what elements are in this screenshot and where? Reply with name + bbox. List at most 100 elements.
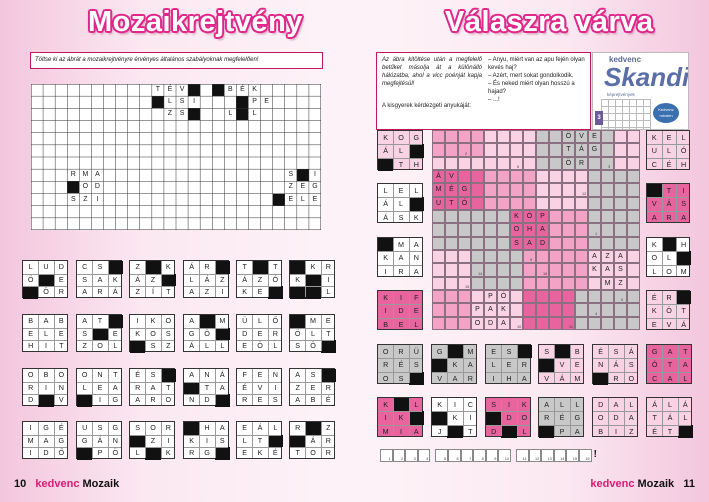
colored-grid-cell[interactable] [601, 210, 614, 224]
colored-grid-cell[interactable] [445, 290, 458, 304]
colored-grid-cell[interactable] [445, 250, 458, 264]
colored-grid-cell[interactable] [549, 263, 562, 277]
colored-grid-cell[interactable] [497, 250, 510, 264]
skandi-ad[interactable]: kedvenc Skandi képrejtvények 3 Kedvenc m… [592, 52, 689, 130]
colored-grid-cell[interactable] [510, 236, 523, 250]
colored-grid-cell[interactable] [562, 250, 575, 264]
colored-grid-cell[interactable] [588, 183, 601, 197]
colored-grid-cell[interactable] [601, 156, 614, 170]
colored-grid-cell[interactable] [471, 210, 484, 224]
colored-grid-cell[interactable] [627, 316, 640, 330]
colored-grid-cell[interactable] [471, 303, 484, 317]
colored-grid-cell[interactable] [432, 183, 445, 197]
colored-grid-cell[interactable] [549, 143, 562, 157]
colored-grid-cell[interactable] [510, 263, 523, 277]
colored-grid-cell[interactable] [575, 316, 588, 330]
colored-grid-cell[interactable] [497, 143, 510, 157]
colored-grid-cell[interactable] [484, 263, 497, 277]
colored-grid-cell[interactable] [458, 276, 471, 290]
colored-grid-cell[interactable] [562, 263, 575, 277]
colored-grid-cell[interactable] [523, 290, 536, 304]
colored-grid-cell[interactable] [562, 223, 575, 237]
colored-grid-cell[interactable] [432, 290, 445, 304]
colored-grid-cell[interactable] [445, 143, 458, 157]
colored-grid-cell[interactable] [588, 143, 601, 157]
colored-grid-cell[interactable] [458, 236, 471, 250]
colored-grid-cell[interactable] [627, 183, 640, 197]
colored-grid-cell[interactable] [432, 263, 445, 277]
colored-grid-cell[interactable] [536, 130, 549, 144]
colored-grid-cell[interactable] [523, 250, 536, 264]
colored-grid-cell[interactable] [484, 303, 497, 317]
colored-grid-cell[interactable] [471, 276, 484, 290]
colored-grid-cell[interactable] [445, 130, 458, 144]
colored-grid-cell[interactable] [614, 196, 627, 210]
solution-cell[interactable]: 2 [392, 449, 406, 462]
colored-grid-cell[interactable] [536, 250, 549, 264]
colored-grid-cell[interactable] [627, 263, 640, 277]
colored-grid-cell[interactable] [510, 130, 523, 144]
colored-grid-cell[interactable] [523, 316, 536, 330]
colored-grid-cell[interactable] [614, 236, 627, 250]
colored-grid-cell[interactable] [588, 263, 601, 277]
colored-grid-cell[interactable] [523, 236, 536, 250]
colored-grid-cell[interactable] [601, 196, 614, 210]
colored-grid-cell[interactable] [588, 303, 601, 317]
colored-grid-cell[interactable] [497, 236, 510, 250]
colored-grid-cell[interactable] [471, 156, 484, 170]
colored-grid-cell[interactable] [471, 223, 484, 237]
colored-grid-cell[interactable] [575, 170, 588, 184]
colored-grid-cell[interactable] [588, 236, 601, 250]
colored-grid-cell[interactable] [536, 236, 549, 250]
colored-grid-cell[interactable] [627, 223, 640, 237]
colored-grid-cell[interactable] [562, 303, 575, 317]
colored-grid-cell[interactable] [627, 276, 640, 290]
colored-grid-cell[interactable] [445, 263, 458, 277]
colored-grid-cell[interactable] [588, 290, 601, 304]
colored-grid-cell[interactable] [575, 250, 588, 264]
colored-grid-cell[interactable] [458, 303, 471, 317]
solution-cell[interactable]: 1 [380, 449, 393, 462]
colored-grid-cell[interactable] [523, 170, 536, 184]
colored-grid-cell[interactable] [549, 170, 562, 184]
colored-grid-cell[interactable] [471, 263, 484, 277]
colored-grid-cell[interactable] [432, 236, 445, 250]
colored-grid-cell[interactable] [497, 223, 510, 237]
solution-cell[interactable]: 16 [579, 449, 592, 462]
colored-grid-cell[interactable] [523, 303, 536, 317]
colored-grid-cell[interactable] [627, 290, 640, 304]
colored-grid-cell[interactable] [523, 183, 536, 197]
colored-grid-cell[interactable] [497, 303, 510, 317]
solution-cell[interactable]: 4 [417, 449, 431, 462]
colored-grid-cell[interactable] [627, 130, 640, 144]
colored-grid-cell[interactable] [471, 196, 484, 210]
colored-grid-cell[interactable] [601, 290, 614, 304]
colored-grid-cell[interactable] [627, 210, 640, 224]
colored-grid-cell[interactable] [432, 303, 445, 317]
colored-grid-cell[interactable] [536, 170, 549, 184]
colored-grid-cell[interactable] [549, 290, 562, 304]
colored-grid-cell[interactable] [627, 236, 640, 250]
solution-cell[interactable]: 9 [485, 449, 499, 462]
colored-grid-cell[interactable] [601, 250, 614, 264]
solution-cell[interactable]: 7 [460, 449, 474, 462]
colored-grid-cell[interactable] [627, 250, 640, 264]
colored-grid-cell[interactable] [432, 316, 445, 330]
colored-grid-cell[interactable] [562, 236, 575, 250]
colored-grid-cell[interactable] [510, 250, 523, 264]
colored-grid-cell[interactable] [601, 223, 614, 237]
colored-grid-cell[interactable] [562, 170, 575, 184]
colored-grid-cell[interactable] [484, 210, 497, 224]
colored-grid-cell[interactable] [497, 183, 510, 197]
